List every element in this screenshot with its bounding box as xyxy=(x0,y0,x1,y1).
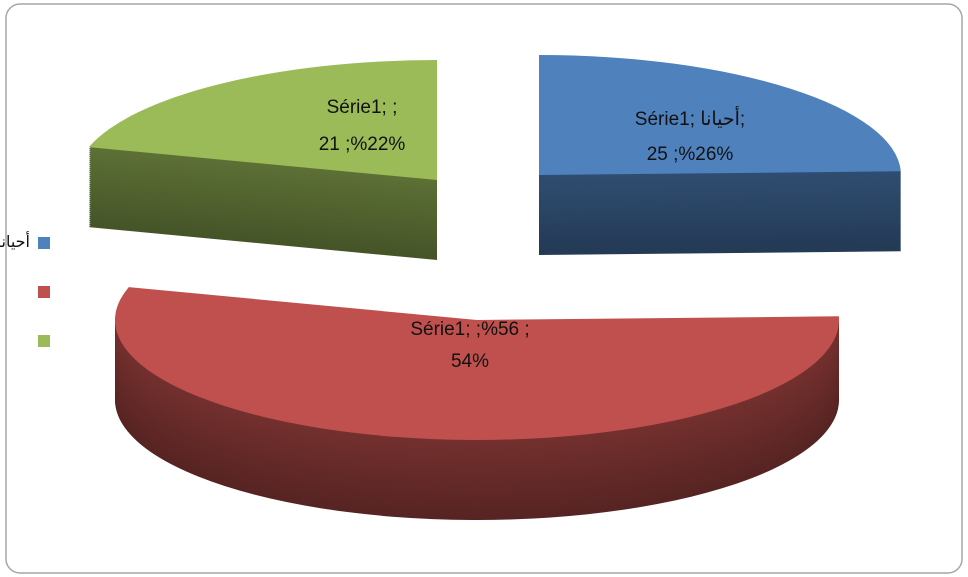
slice-top xyxy=(88,60,437,180)
legend-swatch xyxy=(38,237,50,249)
slice-top xyxy=(115,287,839,440)
legend-swatch xyxy=(38,335,50,347)
pie-slice xyxy=(539,55,901,255)
legend-swatch xyxy=(38,286,50,298)
data-label: Série1; ;%56 ; xyxy=(410,319,529,340)
slice-top xyxy=(539,55,901,175)
data-label: Série1; أحيانا; xyxy=(635,106,745,130)
pie-slice xyxy=(115,287,840,520)
pie-slice xyxy=(88,60,437,260)
data-label: 25 ;%26% xyxy=(647,144,734,165)
data-label: 54% xyxy=(451,351,489,372)
data-label: Série1; ; xyxy=(327,97,398,118)
data-label: 21 ;%22% xyxy=(319,134,406,155)
legend-label: أحيانا xyxy=(0,231,30,251)
